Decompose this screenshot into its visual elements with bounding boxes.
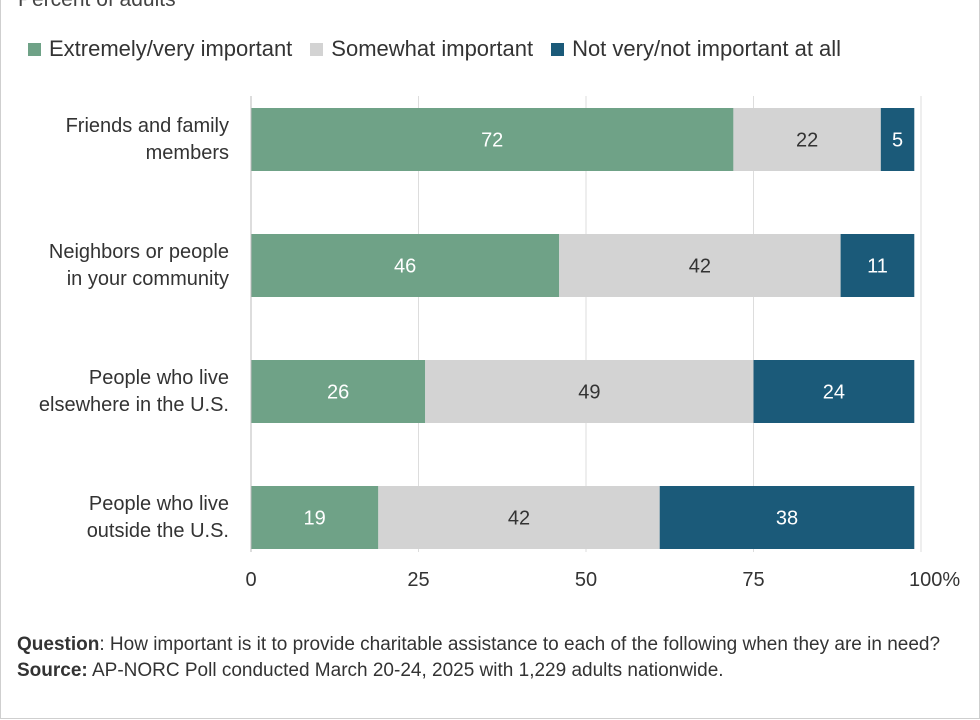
legend-swatch-green — [28, 42, 41, 56]
bar-segment — [251, 234, 560, 297]
legend-label: Not very/not important at all — [572, 36, 842, 61]
category-label: members — [146, 142, 229, 164]
source-label: Source: — [17, 660, 88, 681]
legend-swatch-blue — [551, 42, 565, 56]
data-label: 72 — [481, 130, 503, 152]
bar-segment — [840, 234, 915, 297]
legend-label: Extremely/very important — [49, 36, 293, 61]
data-label: 49 — [578, 382, 600, 404]
category-label: Neighbors or people — [49, 241, 229, 263]
category-label: People who live — [89, 493, 229, 515]
bar-segment — [659, 486, 915, 549]
data-label: 26 — [327, 382, 349, 404]
data-label: 11 — [867, 256, 888, 278]
source-text: AP-NORC Poll conducted March 20-24, 2025… — [87, 660, 724, 681]
question-text: : How important is it to provide charita… — [99, 634, 941, 655]
category-label: People who live — [89, 367, 229, 389]
data-label: 46 — [394, 256, 416, 278]
bar-segment — [378, 486, 660, 549]
data-label: 19 — [304, 508, 326, 530]
x-tick-label: 0 — [245, 569, 256, 591]
legend-item-not-important: Not very/not important at all — [551, 36, 841, 62]
data-label: 24 — [823, 382, 845, 404]
bar-segment — [425, 360, 754, 423]
bar-segment — [880, 108, 915, 171]
legend: Extremely/very important Somewhat import… — [28, 36, 841, 62]
x-tick-label: 100% — [909, 569, 960, 591]
source-note: Source: AP-NORC Poll conducted March 20-… — [17, 658, 967, 684]
data-label: 22 — [796, 130, 818, 152]
question-label: Question — [17, 634, 100, 655]
bar-segment — [251, 108, 734, 171]
data-label: 38 — [776, 508, 798, 530]
category-label: outside the U.S. — [87, 520, 229, 542]
bar-segment — [753, 360, 915, 423]
stacked-bar-chart: 72 22 5 Friends and family members 46 42 11 Neig… — [39, 96, 960, 591]
legend-label: Somewhat important — [331, 36, 534, 61]
data-label: 5 — [892, 130, 903, 152]
bar-segment — [251, 360, 426, 423]
bar-segment — [733, 108, 881, 171]
category-label: elsewhere in the U.S. — [39, 394, 229, 416]
category-label: in your community — [67, 268, 229, 290]
question-note: Question: How important is it to provide… — [17, 632, 967, 658]
x-tick-label: 75 — [742, 569, 764, 591]
x-tick-label: 50 — [575, 569, 597, 591]
x-tick-label: 25 — [407, 569, 429, 591]
legend-item-somewhat-important: Somewhat important — [310, 36, 533, 62]
data-label: 42 — [508, 508, 530, 530]
category-label: Friends and family — [66, 115, 229, 137]
data-label: 42 — [689, 256, 711, 278]
legend-swatch-gray — [310, 42, 324, 56]
chart-subtitle: Percent of adults — [18, 0, 176, 12]
chart-footer: Question: How important is it to provide… — [17, 632, 967, 684]
bar-segment — [559, 234, 841, 297]
legend-item-extremely-very-important: Extremely/very important — [28, 36, 292, 62]
bar-segment — [251, 486, 379, 549]
